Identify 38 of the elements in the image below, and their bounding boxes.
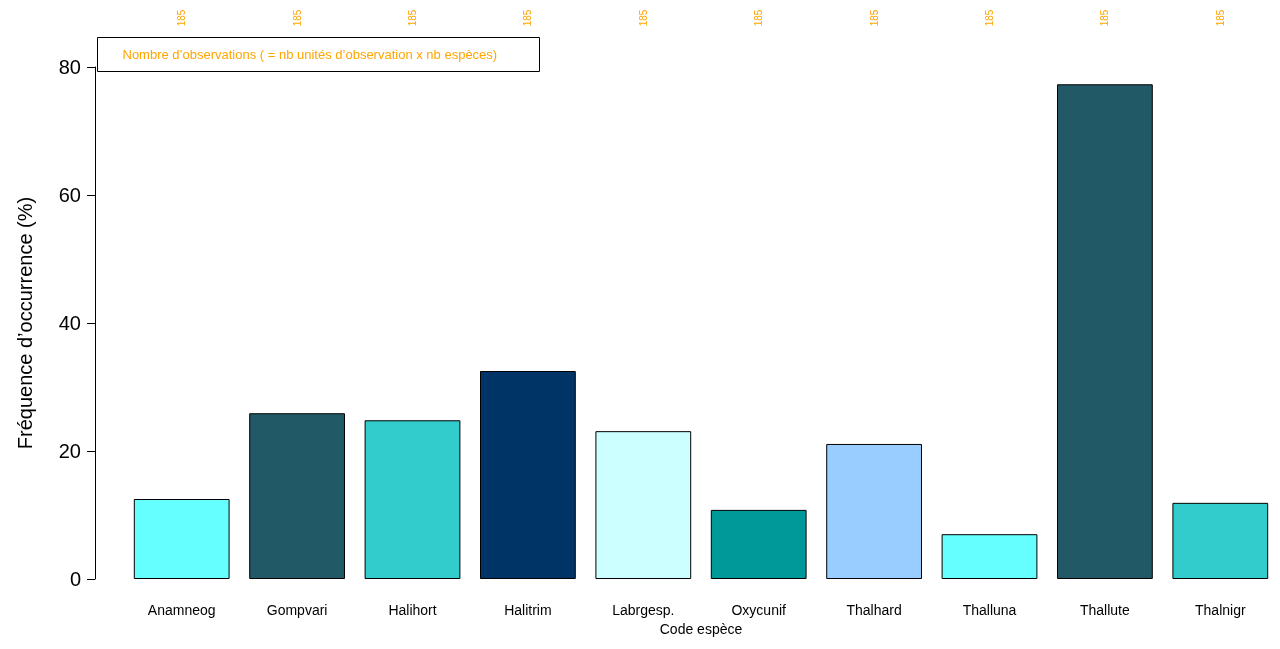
bar: [595, 431, 692, 579]
bar: [249, 413, 345, 579]
bar: [133, 499, 230, 579]
bar: [1057, 84, 1153, 579]
text: 185: [407, 9, 418, 27]
x-tick-label: Thallute: [1079, 602, 1131, 618]
y-tick-label: 20: [58, 440, 81, 462]
bar: [941, 534, 1038, 579]
bar: [826, 443, 922, 579]
x-tick-label: Thalnigr: [1195, 602, 1246, 618]
x-axis-title: Code espèce: [659, 620, 743, 637]
x-tick-label: Thalhard: [846, 602, 902, 618]
text: Nombre d’observations ( = nb unités d’observation x nb espèces): [122, 47, 498, 62]
x-tick-label: Halihort: [388, 602, 437, 618]
text: 185: [753, 9, 765, 27]
bar: [480, 371, 576, 579]
bar: [1172, 502, 1269, 579]
y-axis-title: Fréquence d’occurrence (%): [14, 196, 36, 450]
text: 185: [637, 9, 649, 27]
text: 185: [868, 9, 880, 27]
x-tick-label: Oxycunif: [731, 602, 787, 618]
text: 185: [1214, 9, 1226, 27]
y-tick-label: 40: [58, 312, 81, 334]
bar: [364, 420, 461, 579]
y-tick-label: 0: [69, 568, 81, 590]
text: 185: [984, 9, 995, 27]
y-tick-label: 80: [58, 56, 81, 78]
text: 185: [176, 9, 188, 27]
x-tick-label: Gompvari: [266, 602, 328, 618]
x-tick-label: Halitrim: [504, 602, 552, 618]
bar: [710, 509, 807, 579]
x-tick-label: Labrgesp.: [612, 602, 675, 618]
x-tick-label: Anamneog: [147, 602, 216, 618]
text: 185: [291, 9, 303, 27]
y-tick-label: 60: [58, 184, 81, 206]
text: 185: [522, 9, 534, 27]
x-tick-label: Thalluna: [962, 602, 1017, 618]
text: 185: [1099, 9, 1111, 27]
